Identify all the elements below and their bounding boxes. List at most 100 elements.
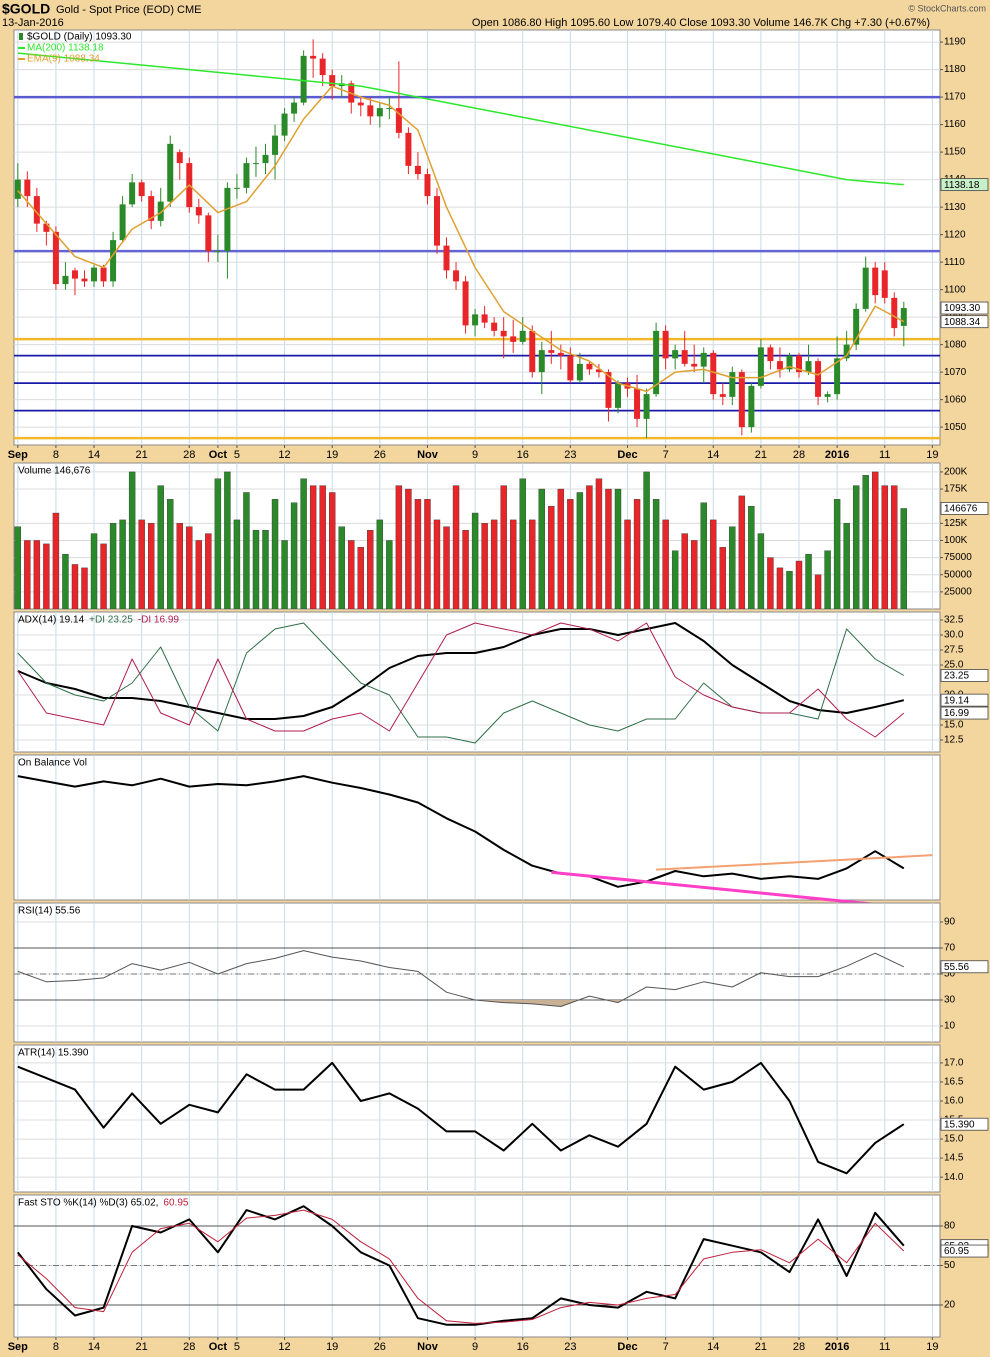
- volume-bar: [624, 519, 631, 609]
- y-tick-label: 32.5: [944, 615, 964, 626]
- x-tick-label: 9: [472, 449, 478, 461]
- volume-bar: [433, 519, 441, 609]
- y-tick-label: 15.0: [944, 720, 964, 731]
- value-tag: [940, 669, 989, 682]
- candle-body: [71, 270, 78, 279]
- y-tick-label: 50: [944, 1260, 956, 1271]
- y-tick-label: 17.0: [944, 1058, 964, 1069]
- candle-body: [367, 105, 374, 117]
- volume-bar: [405, 488, 412, 609]
- x-tick-label: 2016: [825, 449, 849, 461]
- volume-bar: [338, 526, 345, 609]
- series-line: [17, 1205, 905, 1326]
- candle-body: [491, 322, 498, 331]
- candle-body: [719, 394, 726, 397]
- panel-background: [13, 1194, 941, 1338]
- candle-body: [824, 394, 831, 397]
- volume-bar: [786, 571, 793, 609]
- volume-bar: [290, 502, 298, 609]
- series-line: [17, 85, 905, 393]
- x-tick-label: 11: [879, 1341, 890, 1353]
- candle-body: [872, 267, 879, 296]
- trend-line: [551, 870, 885, 907]
- volume-bar: [205, 533, 212, 609]
- y-tick-label: 1050: [944, 422, 967, 433]
- chart-title: Gold - Spot Price (EOD) CME: [56, 4, 201, 16]
- y-tick-label: 12.5: [944, 735, 964, 746]
- candle-body: [500, 330, 507, 337]
- volume-bar: [481, 523, 488, 609]
- legend-label: ADX(14) 19.14: [18, 615, 85, 626]
- volume-bar: [681, 533, 688, 609]
- x-tick-label: 12: [278, 1341, 290, 1353]
- value-tag-label: 146676: [944, 504, 978, 515]
- legend-label: MA(200) 1138.18: [27, 43, 104, 54]
- candle-body: [557, 352, 564, 356]
- x-tick-label: 16: [517, 1341, 529, 1353]
- candle-body: [33, 196, 40, 224]
- candle-body: [567, 355, 574, 381]
- y-tick-label: 16.0: [944, 1096, 964, 1107]
- volume-bar: [891, 485, 898, 609]
- volume-bar: [262, 529, 269, 609]
- y-tick-label: 200K: [944, 467, 968, 478]
- candle-body: [386, 108, 393, 110]
- volume-bar: [138, 519, 145, 609]
- candle-body: [586, 363, 593, 370]
- volume-bar: [281, 540, 288, 609]
- volume-bar: [424, 499, 431, 609]
- panel: [14, 612, 940, 752]
- y-tick-label: 14.5: [944, 1153, 964, 1164]
- volume-bar: [729, 526, 736, 609]
- candle-body: [672, 350, 679, 359]
- y-tick-label: 20: [944, 1300, 956, 1311]
- series-line: [17, 1209, 905, 1324]
- x-tick-label: 5: [234, 449, 240, 461]
- panel: [17, 755, 933, 900]
- x-tick-label: 28: [183, 449, 195, 461]
- y-tick-label: 1160: [944, 119, 966, 130]
- candle-body: [862, 267, 869, 309]
- x-tick-label: 11: [879, 449, 890, 461]
- y-tick-label: 1080: [944, 339, 967, 350]
- volume-bar: [852, 485, 860, 609]
- candle-body: [157, 201, 164, 221]
- panel: [14, 903, 940, 1042]
- volume-bar: [471, 512, 479, 609]
- volume-bar: [757, 533, 765, 609]
- volume-bar: [576, 492, 584, 609]
- x-tick-label: 14: [88, 449, 100, 461]
- candle-body: [310, 55, 317, 59]
- volume-bar: [195, 540, 203, 609]
- value-tag-label: 55.56: [944, 962, 969, 973]
- candle-body: [453, 270, 460, 282]
- value-tag: [940, 178, 989, 192]
- candle-body: [700, 352, 707, 367]
- legend-label: RSI(14) 55.56: [18, 906, 81, 917]
- volume-bar: [490, 519, 498, 609]
- value-tag-label: 15.390: [944, 1119, 975, 1130]
- x-tick-label: 16: [517, 449, 529, 461]
- watermark: © StockCharts.com: [908, 3, 986, 13]
- value-tag: [940, 315, 989, 329]
- trend-line: [656, 854, 933, 871]
- candle-body: [233, 187, 240, 189]
- candle-body: [595, 369, 602, 373]
- y-tick-label: 10: [944, 1021, 956, 1032]
- x-tick-label: 5: [234, 1341, 240, 1353]
- candle-body: [281, 113, 288, 136]
- candle-body: [376, 108, 383, 117]
- volume-bar: [843, 523, 850, 609]
- volume-bar: [529, 519, 536, 609]
- candle-body: [43, 223, 50, 232]
- volume-bar: [224, 471, 231, 609]
- y-tick-label: 1120: [944, 229, 966, 240]
- volume-bar: [52, 512, 60, 609]
- legend-label: EMA(9) 1088.34: [27, 54, 100, 65]
- candle-body: [62, 275, 69, 285]
- candle-body: [796, 355, 803, 373]
- candle-body: [729, 372, 736, 397]
- volume-bar: [367, 529, 374, 609]
- y-tick-label: 1060: [944, 394, 967, 405]
